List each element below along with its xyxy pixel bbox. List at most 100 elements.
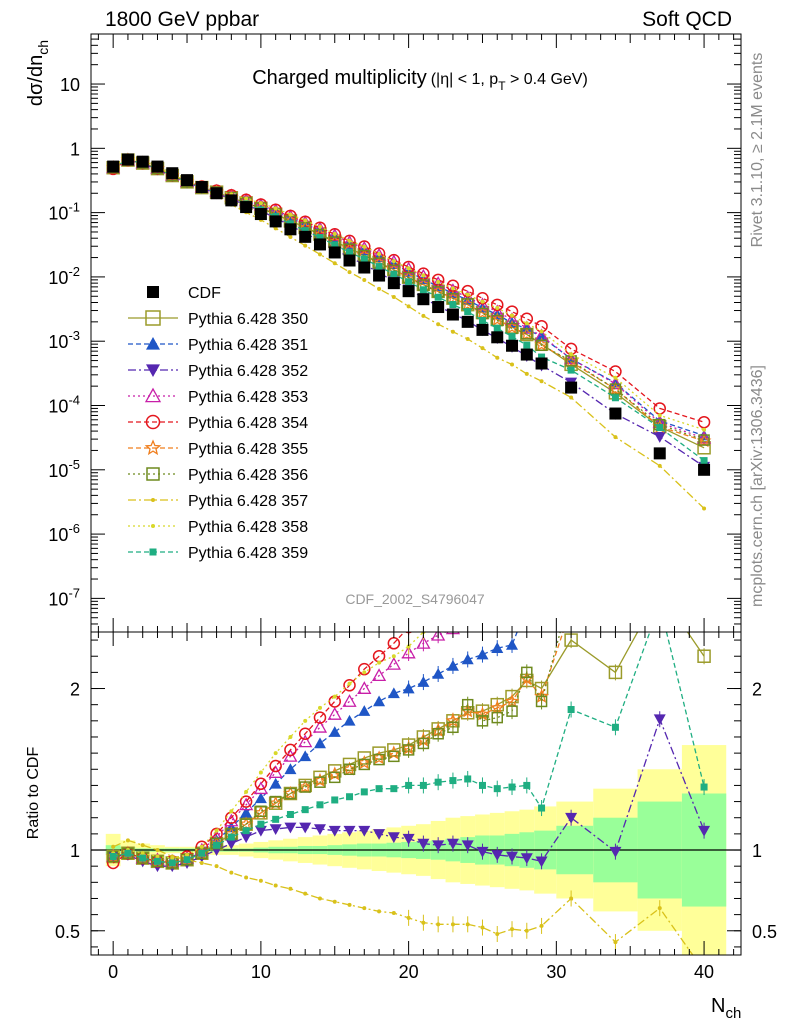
- marker-dot: [421, 313, 426, 318]
- marker-cdf: [432, 301, 445, 314]
- marker-triangle-up: [417, 676, 430, 687]
- marker-square-small: [611, 723, 619, 731]
- marker-circle-open: [313, 221, 327, 234]
- marker-triangle-down: [653, 432, 666, 443]
- marker-star-open: [144, 439, 162, 456]
- marker-dot: [125, 838, 130, 843]
- marker-square-open-small: [521, 666, 533, 679]
- marker-dot: [539, 379, 544, 384]
- marker-triangle-up: [254, 792, 267, 804]
- marker-dot: [539, 329, 544, 334]
- x-tick-label: 20: [399, 962, 419, 982]
- marker-square-small: [346, 249, 354, 257]
- marker-square-small: [301, 806, 309, 814]
- marker-dot: [170, 856, 175, 861]
- marker-triangle-open: [460, 290, 475, 303]
- mc-series-line: [112, 159, 705, 439]
- marker-star-open: [356, 755, 372, 770]
- marker-circle-open: [358, 240, 371, 253]
- marker-cdf: [446, 308, 459, 321]
- legend-entry: Pythia 6.428 358: [128, 519, 308, 536]
- marker-triangle-up: [240, 806, 253, 818]
- marker-triangle-down: [491, 850, 504, 861]
- marker-triangle-open: [401, 645, 416, 659]
- marker-triangle-down: [328, 825, 341, 837]
- marker-dot: [510, 927, 515, 932]
- marker-dot: [347, 681, 352, 686]
- marker-square-small: [405, 278, 413, 286]
- marker-dot: [303, 218, 308, 223]
- marker-dot: [613, 375, 618, 380]
- marker-square-open-small: [461, 698, 474, 711]
- marker-dot: [347, 902, 352, 907]
- marker-circle-open: [372, 247, 386, 260]
- marker-dot: [229, 870, 234, 875]
- marker-square-small: [183, 856, 191, 864]
- mc-series-line: [112, 157, 705, 509]
- marker-triangle-open: [506, 594, 518, 605]
- marker-dot: [613, 428, 617, 432]
- marker-square-small: [346, 793, 354, 801]
- marker-square-open-small: [373, 753, 385, 766]
- marker-circle-open: [536, 392, 547, 403]
- marker-square-open: [697, 649, 711, 663]
- marker-triangle-open: [536, 569, 548, 580]
- marker-dot: [155, 854, 160, 859]
- legend-label: Pythia 6.428 356: [188, 467, 308, 484]
- marker-triangle-up: [565, 352, 578, 364]
- ratio-series-line: [112, 839, 694, 955]
- marker-triangle-down: [299, 822, 312, 834]
- marker-cdf: [328, 246, 341, 259]
- marker-circle-open: [284, 743, 297, 757]
- marker-cdf: [210, 187, 223, 200]
- marker-triangle-open: [504, 312, 520, 326]
- data-series-cdf: [107, 153, 711, 476]
- marker-dot: [465, 922, 470, 927]
- marker-dot: [450, 286, 455, 291]
- mcplots-label: mcplots.cern.ch [arXiv:1306.3436]: [749, 365, 766, 607]
- marker-dot: [317, 252, 322, 257]
- marker-triangle-up: [358, 705, 371, 716]
- marker-square-small: [257, 820, 265, 828]
- marker-triangle-open: [475, 297, 490, 311]
- marker-triangle-down: [269, 824, 282, 836]
- marker-cdf: [195, 181, 208, 194]
- legend-label: CDF: [188, 285, 221, 302]
- marker-dot: [421, 273, 426, 278]
- marker-square-open-small: [476, 715, 489, 727]
- marker-dot: [450, 922, 455, 927]
- marker-square-small: [227, 833, 235, 841]
- marker-triangle-open: [490, 304, 505, 318]
- marker-triangle-open: [357, 681, 372, 694]
- marker-triangle-up: [432, 667, 445, 679]
- marker-square-small: [139, 854, 147, 862]
- marker-triangle-up: [328, 726, 341, 737]
- text-part: N: [711, 995, 725, 1017]
- marker-cdf: [506, 339, 519, 352]
- marker-dot: [155, 848, 160, 853]
- marker-triangle-down: [387, 832, 400, 844]
- marker-dot: [391, 259, 396, 264]
- tick-exponent: -7: [68, 585, 80, 600]
- legend-label: Pythia 6.428 359: [188, 545, 308, 562]
- legend-label: Pythia 6.428 352: [188, 363, 308, 380]
- marker-square-open: [697, 441, 711, 455]
- marker-star-open: [696, 433, 712, 448]
- marker-square-small: [478, 781, 486, 789]
- marker-cdf: [284, 223, 297, 236]
- marker-triangle-open: [298, 734, 313, 748]
- marker-dot: [406, 915, 411, 920]
- marker-circle-open: [697, 415, 711, 429]
- ratio-series-line: [113, 632, 448, 862]
- marker-square-open-small: [284, 787, 297, 800]
- marker-triangle-down: [313, 824, 326, 836]
- marker-square-small: [149, 548, 157, 556]
- marker-square-small: [272, 815, 280, 823]
- marker-dot: [436, 322, 441, 327]
- marker-triangle-down: [461, 840, 474, 852]
- marker-cdf: [461, 315, 474, 328]
- marker-triangle-down: [535, 856, 548, 868]
- marker-triangle-up: [491, 642, 504, 653]
- marker-dot: [140, 851, 145, 856]
- marker-triangle-up: [387, 687, 400, 699]
